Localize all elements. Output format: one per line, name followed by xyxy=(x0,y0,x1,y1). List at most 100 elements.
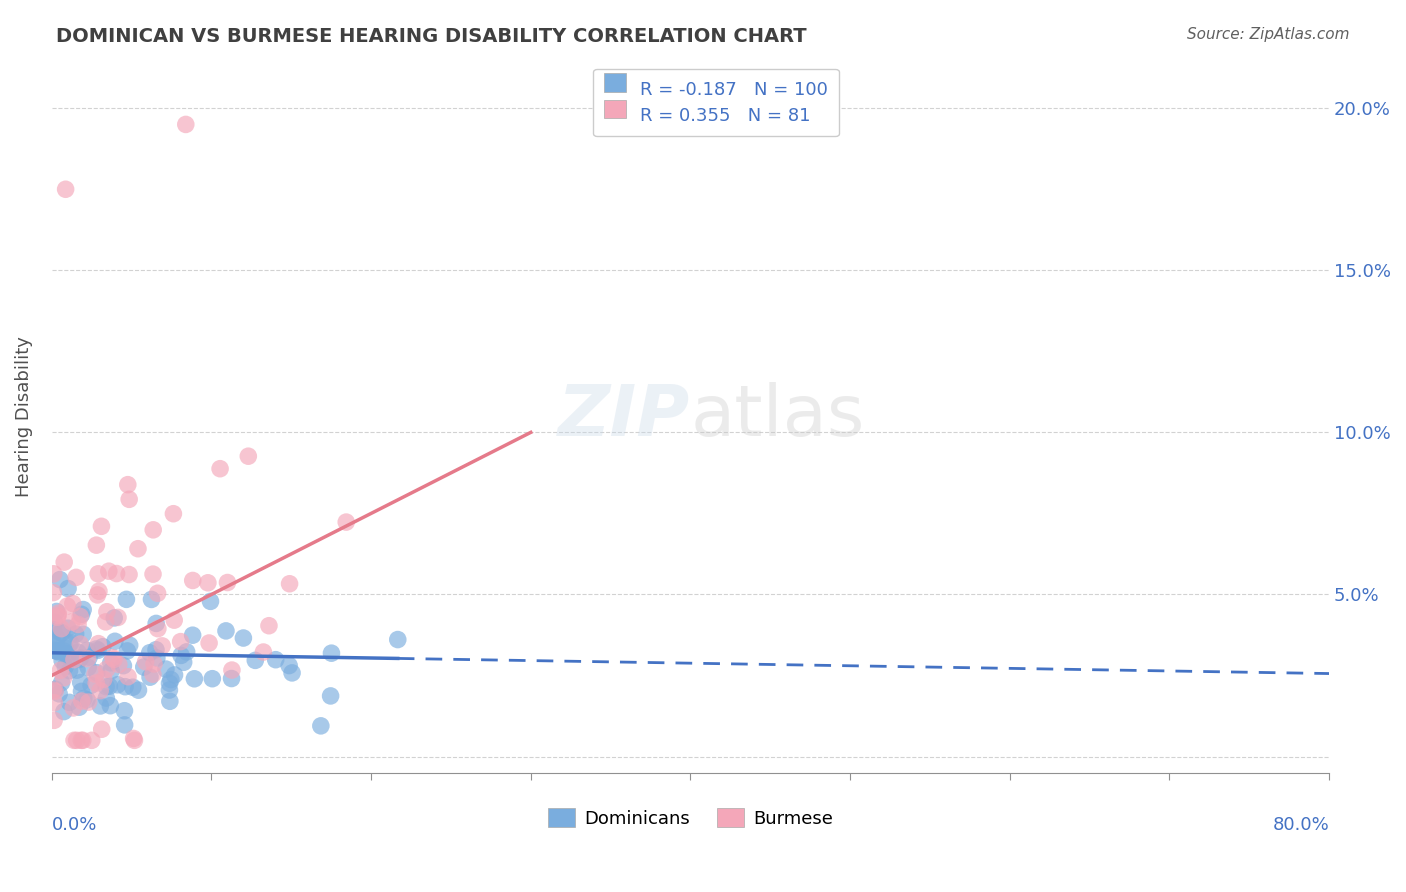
Point xyxy=(264,653,287,667)
Point xyxy=(146,651,169,665)
Point xyxy=(49,573,72,587)
Point xyxy=(143,657,166,671)
Point xyxy=(142,567,165,582)
Point xyxy=(56,582,79,596)
Point xyxy=(48,687,70,701)
Point xyxy=(155,662,177,676)
Point xyxy=(278,576,301,591)
Point xyxy=(44,615,66,630)
Point xyxy=(46,645,69,659)
Point xyxy=(62,597,84,611)
Point xyxy=(86,538,108,552)
Point xyxy=(232,631,254,645)
Point xyxy=(105,566,128,581)
Point xyxy=(89,683,111,698)
Point xyxy=(309,719,332,733)
Point xyxy=(112,658,135,673)
Point xyxy=(114,718,136,732)
Point xyxy=(70,733,93,747)
Point xyxy=(66,733,89,747)
Point xyxy=(52,671,75,685)
Point xyxy=(135,655,157,669)
Point xyxy=(145,642,167,657)
Point xyxy=(86,588,108,602)
Point xyxy=(53,640,76,655)
Point xyxy=(97,564,120,578)
Point xyxy=(170,648,193,663)
Point xyxy=(46,606,69,620)
Point xyxy=(42,714,65,728)
Point xyxy=(77,650,100,665)
Point xyxy=(139,670,162,684)
Point xyxy=(63,733,86,747)
Point xyxy=(45,604,67,618)
Point xyxy=(66,663,89,677)
Point xyxy=(72,602,94,616)
Point xyxy=(44,684,66,698)
Point xyxy=(98,698,121,713)
Point xyxy=(181,628,204,642)
Point xyxy=(127,541,149,556)
Point xyxy=(278,658,301,673)
Point xyxy=(150,639,173,653)
Point xyxy=(42,683,65,698)
Point xyxy=(238,449,260,463)
Point xyxy=(56,599,79,613)
Text: 0.0%: 0.0% xyxy=(52,815,97,833)
Point xyxy=(176,645,198,659)
Point xyxy=(138,646,160,660)
Point xyxy=(46,644,69,658)
Point xyxy=(215,624,238,638)
Point xyxy=(107,657,129,672)
Point xyxy=(87,643,110,657)
Point xyxy=(46,631,69,645)
Point xyxy=(80,678,103,692)
Point xyxy=(51,675,73,690)
Point xyxy=(90,723,112,737)
Point xyxy=(217,575,239,590)
Point xyxy=(117,644,139,658)
Point xyxy=(160,673,183,687)
Point xyxy=(107,678,129,692)
Point xyxy=(59,636,82,650)
Point xyxy=(69,609,91,624)
Point xyxy=(197,575,219,590)
Point xyxy=(42,635,65,649)
Point xyxy=(84,667,107,681)
Text: 80.0%: 80.0% xyxy=(1272,815,1329,833)
Point xyxy=(90,519,112,533)
Point xyxy=(183,672,205,686)
Point xyxy=(281,665,304,680)
Point xyxy=(209,461,232,475)
Point xyxy=(51,654,73,668)
Point xyxy=(86,665,108,680)
Point xyxy=(56,649,79,664)
Point xyxy=(70,607,93,622)
Point xyxy=(49,663,72,677)
Point xyxy=(44,696,66,710)
Point xyxy=(52,644,75,658)
Point xyxy=(42,623,65,637)
Point xyxy=(201,672,224,686)
Point xyxy=(51,625,73,640)
Y-axis label: Hearing Disability: Hearing Disability xyxy=(15,335,32,497)
Point xyxy=(94,615,117,629)
Point xyxy=(51,622,73,636)
Point xyxy=(98,679,121,693)
Point xyxy=(87,637,110,651)
Point xyxy=(87,584,110,599)
Point xyxy=(387,632,409,647)
Point xyxy=(96,662,118,676)
Point xyxy=(100,656,122,670)
Point xyxy=(132,660,155,674)
Point xyxy=(127,683,149,698)
Point xyxy=(174,117,197,131)
Point xyxy=(42,643,65,657)
Point xyxy=(67,617,90,632)
Point xyxy=(55,647,77,661)
Point xyxy=(221,663,243,677)
Point xyxy=(72,627,94,641)
Point xyxy=(321,646,343,660)
Point xyxy=(114,704,136,718)
Point xyxy=(121,680,143,694)
